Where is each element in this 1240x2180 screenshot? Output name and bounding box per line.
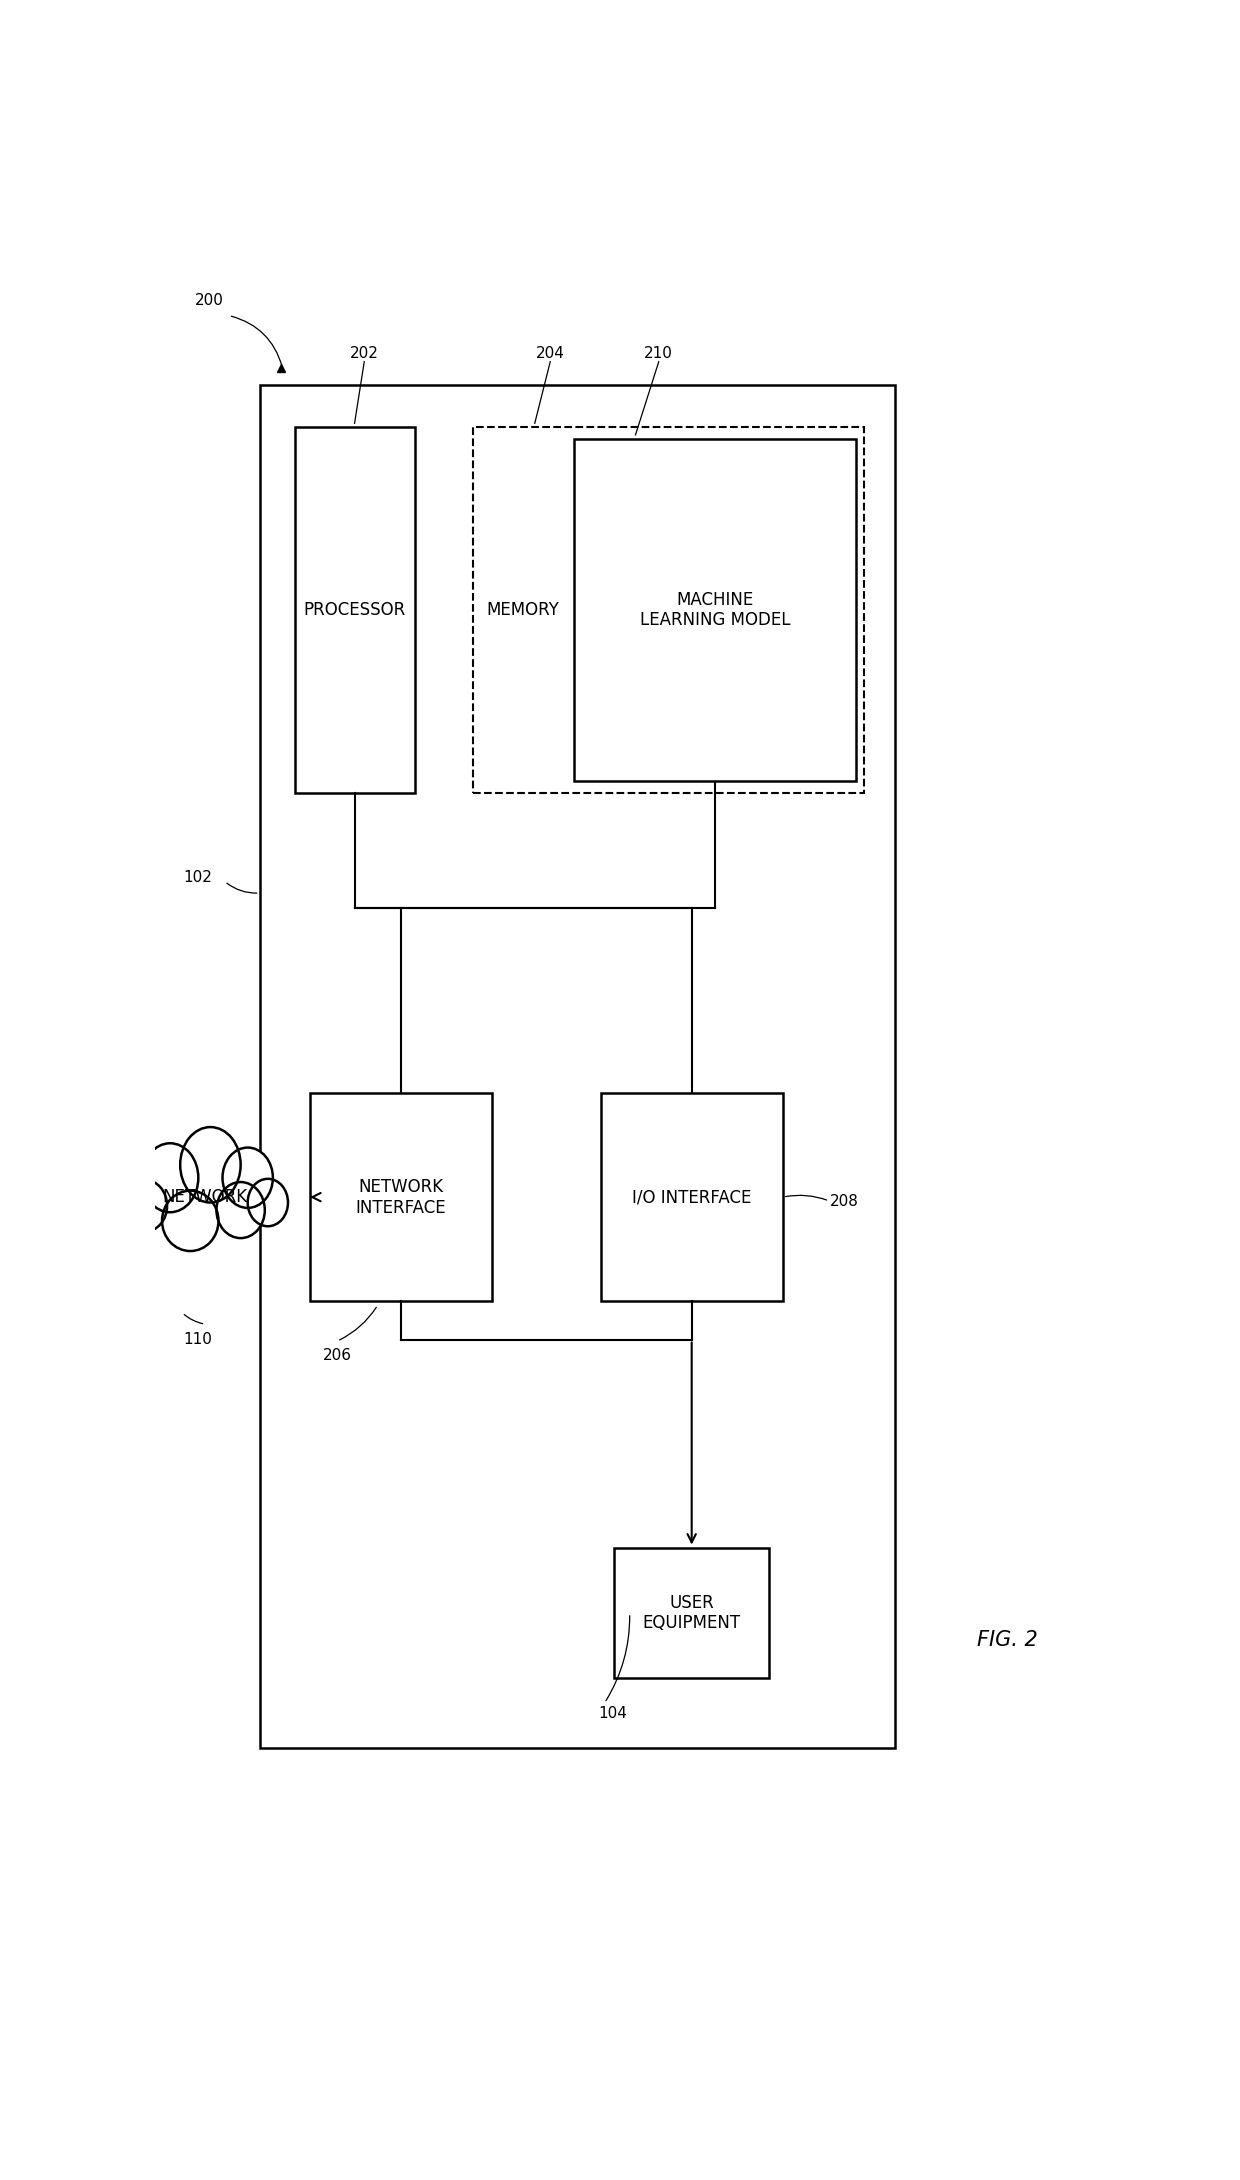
Text: MEMORY: MEMORY [486, 602, 559, 619]
Bar [472, 427, 864, 794]
Text: 104: 104 [598, 1705, 626, 1720]
Bar [310, 1092, 492, 1301]
Text: 202: 202 [350, 347, 378, 362]
Text: NETWORK: NETWORK [162, 1188, 248, 1206]
Bar [573, 438, 857, 780]
Text: 204: 204 [536, 347, 564, 362]
Text: USER
EQUIPMENT: USER EQUIPMENT [642, 1594, 740, 1633]
Bar [600, 1092, 782, 1301]
Text: 210: 210 [645, 347, 673, 362]
Text: 102: 102 [184, 870, 212, 885]
Text: I/O INTERFACE: I/O INTERFACE [632, 1188, 751, 1206]
Bar [295, 427, 414, 794]
Bar [259, 386, 895, 1748]
Bar [614, 1548, 769, 1679]
Text: NETWORK
INTERFACE: NETWORK INTERFACE [356, 1177, 446, 1216]
Text: FIG. 2: FIG. 2 [977, 1631, 1038, 1650]
Text: MACHINE
LEARNING MODEL: MACHINE LEARNING MODEL [640, 591, 790, 630]
Text: 200: 200 [195, 292, 223, 307]
Text: 208: 208 [831, 1192, 859, 1208]
Text: PROCESSOR: PROCESSOR [304, 602, 405, 619]
Text: 110: 110 [184, 1332, 212, 1347]
Text: 206: 206 [322, 1347, 352, 1362]
